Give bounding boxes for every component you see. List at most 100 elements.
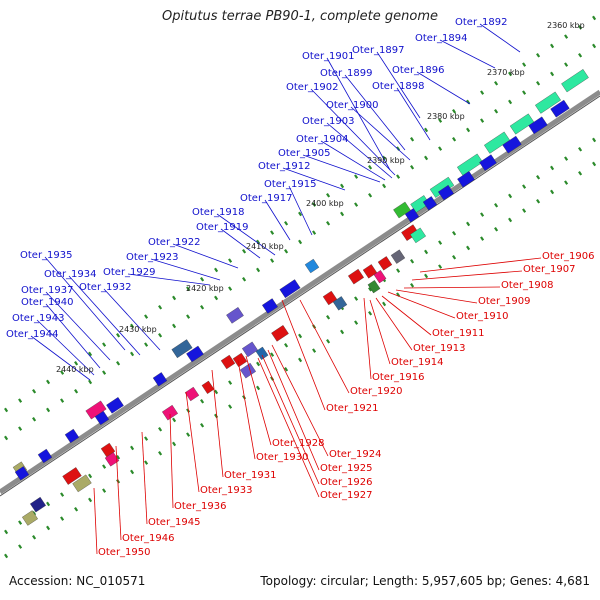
reverse-gene-label[interactable]: Oter_1906 — [542, 251, 595, 262]
reverse-gene-label[interactable]: Oter_1945 — [148, 517, 201, 528]
reverse-gene-label[interactable]: Oter_1914 — [391, 357, 444, 368]
forward-gene-glyph[interactable] — [106, 397, 124, 414]
reverse-gene-glyph[interactable] — [220, 354, 236, 370]
forward-gene-label[interactable]: Oter_1905 — [278, 148, 331, 159]
reverse-gene-label[interactable]: Oter_1936 — [174, 501, 227, 512]
forward-gene-label[interactable]: Oter_1904 — [296, 134, 349, 145]
forward-gene-label[interactable]: Oter_1929 — [103, 267, 156, 278]
forward-gene-label[interactable]: Oter_1937 — [21, 285, 74, 296]
forward-gene-label[interactable]: Oter_1922 — [148, 237, 201, 248]
forward-gene-glyph[interactable] — [502, 135, 522, 154]
forward-gene-glyph[interactable] — [550, 99, 570, 118]
forward-gene-label[interactable]: Oter_1932 — [79, 282, 132, 293]
forward-gene-glyph[interactable] — [457, 171, 475, 188]
forward-gene-glyph[interactable] — [152, 372, 168, 387]
reverse-gene-glyph[interactable] — [232, 352, 248, 368]
reverse-gene-label[interactable]: Oter_1920 — [350, 386, 403, 397]
reverse-gene-glyph[interactable] — [322, 290, 338, 306]
reverse-gene-glyph[interactable] — [255, 346, 269, 360]
forward-gene-glyph[interactable] — [64, 428, 80, 444]
forward-gene-glyph[interactable] — [393, 201, 411, 219]
forward-gene-label[interactable]: Oter_1919 — [196, 222, 249, 233]
forward-gene-glyph[interactable] — [279, 279, 301, 299]
forward-gene-glyph[interactable] — [37, 448, 53, 464]
reverse-gene-glyph[interactable] — [104, 452, 120, 467]
reverse-gene-label[interactable]: Oter_1926 — [320, 477, 373, 488]
forward-gene-glyph[interactable] — [262, 298, 278, 314]
reverse-gene-label[interactable]: Oter_1928 — [272, 438, 325, 449]
reverse-gene-glyph[interactable] — [390, 249, 406, 264]
reverse-gene-label[interactable]: Oter_1950 — [98, 547, 151, 558]
tick-mark — [452, 109, 457, 114]
forward-gene-label[interactable]: Oter_1934 — [44, 269, 97, 280]
forward-gene-label[interactable]: Oter_1943 — [12, 313, 65, 324]
reverse-gene-glyph[interactable] — [373, 270, 387, 284]
forward-gene-label[interactable]: Oter_1898 — [372, 81, 425, 92]
reverse-gene-glyph[interactable] — [271, 325, 289, 342]
reverse-gene-label[interactable]: Oter_1909 — [478, 296, 531, 307]
reverse-gene-label[interactable]: Oter_1921 — [326, 403, 379, 414]
reverse-gene-label[interactable]: Oter_1910 — [456, 311, 509, 322]
reverse-gene-glyph[interactable] — [201, 380, 215, 394]
forward-gene-glyph[interactable] — [226, 307, 244, 324]
forward-gene-label[interactable]: Oter_1923 — [126, 252, 179, 263]
forward-gene-label[interactable]: Oter_1892 — [455, 17, 508, 28]
forward-gene-label[interactable]: Oter_1912 — [258, 161, 311, 172]
forward-gene-glyph[interactable] — [457, 153, 483, 176]
tick-mark — [550, 165, 555, 171]
reverse-gene-label[interactable]: Oter_1924 — [329, 449, 382, 460]
forward-gene-label[interactable]: Oter_1944 — [6, 329, 59, 340]
forward-gene-glyph[interactable] — [438, 184, 454, 201]
forward-gene-glyph[interactable] — [509, 113, 535, 135]
reverse-gene-glyph[interactable] — [377, 256, 393, 271]
forward-gene-glyph[interactable] — [171, 339, 193, 359]
reverse-gene-label[interactable]: Oter_1925 — [320, 463, 373, 474]
reverse-gene-glyph[interactable] — [162, 404, 178, 421]
forward-gene-glyph[interactable] — [422, 196, 438, 211]
forward-gene-label[interactable]: Oter_1918 — [192, 207, 245, 218]
forward-gene-glyph[interactable] — [479, 154, 497, 171]
forward-gene-glyph[interactable] — [304, 258, 320, 274]
forward-gene-glyph[interactable] — [14, 466, 30, 481]
reverse-gene-glyph[interactable] — [348, 268, 364, 285]
forward-gene-glyph[interactable] — [535, 91, 561, 114]
reverse-gene-label[interactable]: Oter_1946 — [122, 533, 175, 544]
reverse-gene-glyph[interactable] — [332, 296, 348, 311]
forward-gene-glyph[interactable] — [186, 345, 204, 363]
forward-gene-glyph[interactable] — [528, 116, 548, 135]
reverse-gene-glyph[interactable] — [30, 496, 46, 513]
reverse-gene-label[interactable]: Oter_1916 — [372, 372, 425, 383]
reverse-gene-label[interactable]: Oter_1931 — [224, 470, 277, 481]
forward-gene-label[interactable]: Oter_1900 — [326, 100, 379, 111]
forward-gene-label[interactable]: Oter_1935 — [20, 250, 73, 261]
reverse-gene-glyph[interactable] — [240, 362, 256, 379]
reverse-gene-glyph[interactable] — [410, 227, 426, 244]
reverse-gene-label[interactable]: Oter_1913 — [413, 343, 466, 354]
reverse-gene-label[interactable]: Oter_1930 — [256, 452, 309, 463]
reverse-gene-glyph[interactable] — [22, 510, 38, 526]
reverse-gene-glyph[interactable] — [184, 386, 200, 402]
reverse-gene-glyph[interactable] — [367, 280, 381, 294]
forward-gene-label[interactable]: Oter_1915 — [264, 179, 317, 190]
forward-gene-glyph[interactable] — [484, 131, 510, 154]
reverse-gene-label[interactable]: Oter_1908 — [501, 280, 554, 291]
reverse-gene-glyph[interactable] — [72, 474, 92, 493]
forward-gene-label[interactable]: Oter_1901 — [302, 51, 355, 62]
forward-gene-glyph[interactable] — [94, 410, 110, 426]
forward-gene-label[interactable]: Oter_1903 — [302, 116, 355, 127]
reverse-gene-glyph[interactable] — [242, 341, 258, 358]
reverse-gene-label[interactable]: Oter_1907 — [523, 264, 576, 275]
forward-gene-label[interactable]: Oter_1917 — [240, 193, 293, 204]
reverse-gene-label[interactable]: Oter_1933 — [200, 485, 253, 496]
forward-gene-glyph[interactable] — [561, 69, 589, 93]
reverse-gene-label[interactable]: Oter_1911 — [432, 328, 485, 339]
reverse-gene-glyph[interactable] — [62, 467, 82, 485]
reverse-gene-glyph[interactable] — [362, 264, 378, 279]
reverse-gene-label[interactable]: Oter_1927 — [320, 490, 373, 501]
forward-gene-label[interactable]: Oter_1897 — [352, 45, 405, 56]
forward-gene-label[interactable]: Oter_1896 — [392, 65, 445, 76]
forward-gene-label[interactable]: Oter_1902 — [286, 82, 339, 93]
forward-gene-label[interactable]: Oter_1894 — [415, 33, 468, 44]
forward-gene-label[interactable]: Oter_1940 — [21, 297, 74, 308]
forward-gene-label[interactable]: Oter_1899 — [320, 68, 373, 79]
